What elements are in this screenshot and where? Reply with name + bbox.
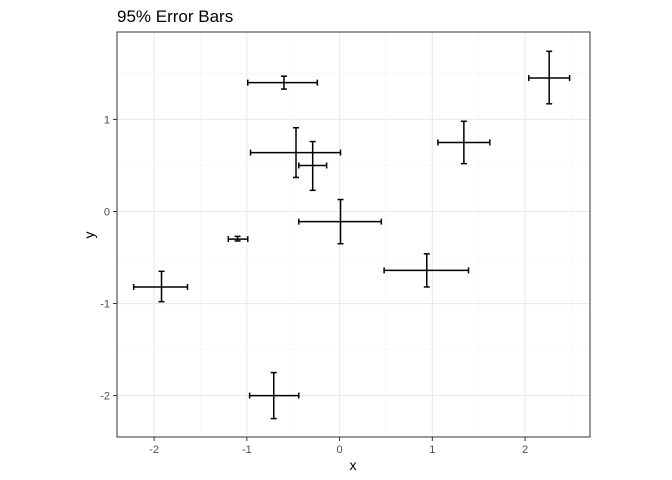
error-bar-point bbox=[132, 270, 189, 303]
error-bar-point bbox=[247, 75, 319, 90]
x-tick-label: -2 bbox=[149, 444, 159, 456]
y-tick-label: 1 bbox=[104, 114, 110, 126]
x-tick-label: 2 bbox=[522, 444, 528, 456]
error-bar-point bbox=[528, 50, 571, 105]
x-tick-label: 1 bbox=[429, 444, 435, 456]
error-bar-point bbox=[298, 198, 383, 245]
chart-title: 95% Error Bars bbox=[117, 7, 233, 26]
error-bar-point bbox=[298, 140, 328, 192]
x-tick-label: -1 bbox=[242, 444, 252, 456]
y-axis-label: y bbox=[81, 232, 97, 239]
panel-border bbox=[116, 31, 591, 438]
y-tick-label: 0 bbox=[104, 206, 110, 218]
error-bar-point bbox=[249, 126, 342, 179]
error-bar-point bbox=[383, 253, 470, 288]
grid bbox=[117, 32, 590, 437]
error-bars bbox=[132, 50, 571, 420]
x-tick-label: 0 bbox=[337, 444, 343, 456]
axis-ticks: -2 -1 0 1 2 -2 -1 0 1 bbox=[100, 114, 528, 456]
error-bar-point bbox=[437, 120, 491, 165]
error-bar-point bbox=[248, 371, 300, 420]
x-axis-label: x bbox=[350, 457, 357, 473]
y-tick-label: -1 bbox=[100, 299, 110, 311]
y-tick-label: -2 bbox=[100, 391, 110, 403]
error-bar-point bbox=[227, 235, 249, 243]
